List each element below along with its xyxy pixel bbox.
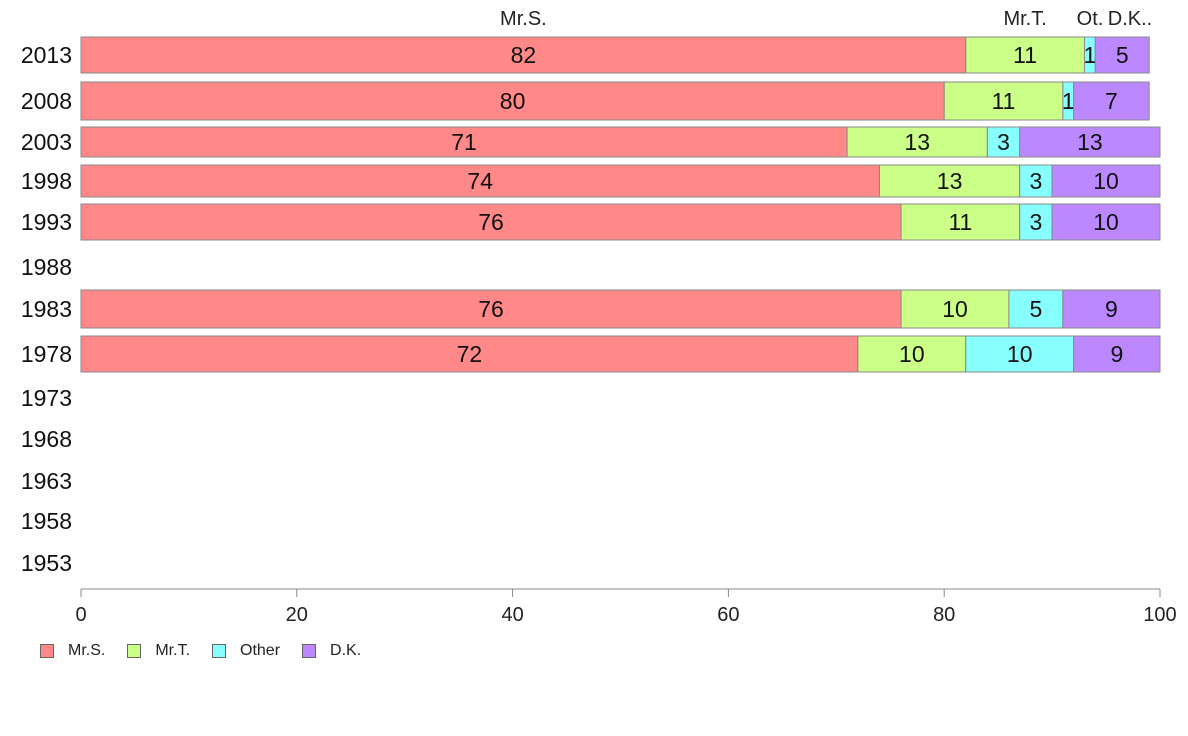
bar-segment [80, 36, 967, 74]
data-label: 82 [511, 42, 537, 68]
data-label: 11 [1013, 42, 1037, 68]
bar-segment [80, 203, 902, 241]
bar-segment [80, 335, 859, 373]
x-tick-label: 20 [286, 604, 308, 626]
legend-entry: Mr.S. [40, 642, 105, 660]
data-label: 13 [904, 129, 930, 155]
x-tick-label: 80 [933, 604, 955, 626]
year-label: 1993 [21, 209, 72, 235]
bar-segment [857, 335, 967, 373]
legend-swatch [212, 644, 227, 658]
year-label: 1963 [21, 468, 72, 494]
x-tick-label: 60 [717, 604, 739, 626]
series-top-label: Mr.S. [500, 8, 547, 30]
bar-segment [900, 289, 1010, 329]
bar-segment [900, 203, 1021, 241]
bar-segment [1051, 203, 1161, 241]
year-label: 2003 [21, 129, 72, 155]
year-label: 1998 [21, 168, 72, 194]
bar-segment [1019, 203, 1053, 241]
data-label: 5 [1030, 296, 1043, 322]
series-top-label: Mr.T. [1003, 8, 1046, 30]
bar-segment [1019, 164, 1053, 198]
data-label: 76 [478, 209, 504, 235]
legend-entry: Other [212, 642, 280, 660]
legend-label: Mr.T. [155, 642, 191, 659]
legend: Mr.S. Mr.T. Other D.K. [40, 642, 383, 660]
legend-label: D.K. [330, 642, 362, 659]
legend-swatch [302, 644, 317, 658]
bar-segment [1051, 164, 1161, 198]
bar-segment [986, 126, 1021, 158]
data-label: 10 [1007, 341, 1033, 367]
data-label: 3 [1030, 168, 1043, 194]
data-label: 13 [937, 168, 963, 194]
data-label: 10 [899, 341, 925, 367]
data-label: 1 [1062, 88, 1075, 114]
data-label: 3 [1030, 209, 1043, 235]
x-tick-label: 40 [501, 604, 523, 626]
bar-segment [965, 36, 1085, 74]
legend-entry: Mr.T. [127, 642, 190, 660]
legend-swatch [127, 644, 142, 658]
data-label: 3 [997, 129, 1010, 155]
year-label: 1968 [21, 426, 72, 452]
bar-segment [846, 126, 988, 158]
bar-segment [1073, 335, 1161, 373]
series-top-label: Ot. [1077, 8, 1104, 30]
bar-segment [943, 81, 1064, 121]
data-label: 1 [1083, 42, 1096, 68]
data-label: 11 [992, 88, 1016, 114]
data-label: 7 [1105, 88, 1118, 114]
data-label: 71 [451, 129, 477, 155]
year-label: 1973 [21, 385, 72, 411]
data-label: 76 [478, 296, 504, 322]
bar-segment [1019, 126, 1161, 158]
data-label: 72 [457, 341, 483, 367]
x-tick-label: 100 [1143, 604, 1176, 626]
data-label: 11 [948, 209, 972, 235]
legend-swatch [40, 644, 54, 658]
year-label: 1953 [21, 550, 72, 576]
bar-segment [1073, 81, 1150, 121]
bar-segment [80, 164, 880, 198]
data-label: 10 [1093, 209, 1119, 235]
data-label: 80 [500, 88, 526, 114]
data-label: 10 [942, 296, 968, 322]
bar-segment [80, 289, 902, 329]
legend-label: Mr.S. [68, 642, 106, 659]
data-label: 9 [1110, 341, 1123, 367]
year-label: 1988 [21, 254, 72, 280]
bar-segment [878, 164, 1021, 198]
legend-label: Other [240, 642, 281, 659]
x-tick-label: 0 [75, 604, 86, 626]
bar-segment [80, 126, 848, 158]
bar-segment [1094, 36, 1150, 74]
year-label: 2008 [21, 88, 72, 114]
data-label: 5 [1116, 42, 1129, 68]
data-label: 10 [1093, 168, 1119, 194]
year-label: 1958 [21, 508, 72, 534]
series-top-label: D.K.. [1108, 8, 1152, 30]
bar-segment [1062, 289, 1161, 329]
year-label: 1983 [21, 296, 72, 322]
data-label: 74 [467, 168, 493, 194]
year-label: 1978 [21, 341, 72, 367]
year-label: 2013 [21, 42, 72, 68]
legend-entry: D.K. [302, 642, 361, 660]
data-label: 9 [1105, 296, 1118, 322]
data-label: 13 [1077, 129, 1103, 155]
